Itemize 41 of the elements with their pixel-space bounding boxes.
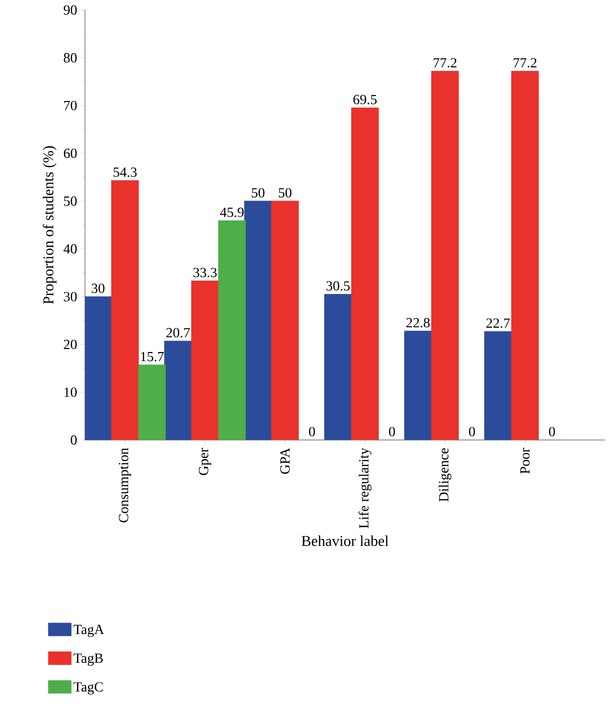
x-axis-title: Behavior label: [302, 536, 388, 546]
data-label: 22.7: [486, 318, 510, 328]
y-tick-label: 20: [64, 340, 77, 350]
data-label: 0: [469, 426, 475, 436]
data-label: 33.3: [193, 268, 217, 278]
data-label: 77.2: [514, 58, 536, 68]
bar: [218, 220, 246, 440]
data-label: 30.5: [326, 281, 350, 291]
data-label: 20.7: [166, 328, 190, 338]
x-tick-label: GPA: [280, 448, 290, 474]
x-tick-label: Diligence: [438, 448, 452, 502]
x-tick-label: Gper: [198, 448, 212, 476]
y-tick-label: 30: [64, 292, 77, 302]
x-tick-label: Poor: [520, 448, 530, 474]
data-label: 54.3: [114, 168, 137, 177]
data-label: 0: [389, 426, 395, 436]
data-label: 22.8: [406, 318, 430, 328]
y-axis-title: Proportion of students (%): [42, 146, 56, 304]
data-label: 50: [252, 188, 264, 198]
bar: [138, 364, 166, 440]
y-tick-label: 70: [64, 100, 77, 110]
legend-label: TagC: [74, 682, 103, 694]
y-tick-label: 60: [64, 148, 77, 158]
data-label: 15.7: [141, 352, 164, 362]
data-label: 0: [549, 426, 555, 436]
data-label: 50: [278, 188, 292, 198]
x-tick-label: Consumption: [118, 448, 132, 522]
y-tick-label: 40: [64, 244, 77, 254]
y-tick-label: 80: [64, 53, 77, 62]
data-label: 30: [92, 284, 104, 294]
y-tick-label: 90: [64, 5, 77, 15]
y-tick-label: 0: [70, 435, 77, 445]
legend-label: TagB: [74, 654, 103, 666]
x-tick-label: Life regularity: [358, 448, 372, 528]
y-tick-label: 10: [64, 388, 77, 397]
legend-label: TagA: [74, 624, 104, 638]
y-tick-label: 50: [64, 196, 77, 206]
data-label: 77.2: [434, 58, 456, 68]
data-label: 69.5: [353, 94, 377, 104]
data-label: 45.9: [220, 208, 244, 218]
data-label: 0: [309, 426, 315, 436]
